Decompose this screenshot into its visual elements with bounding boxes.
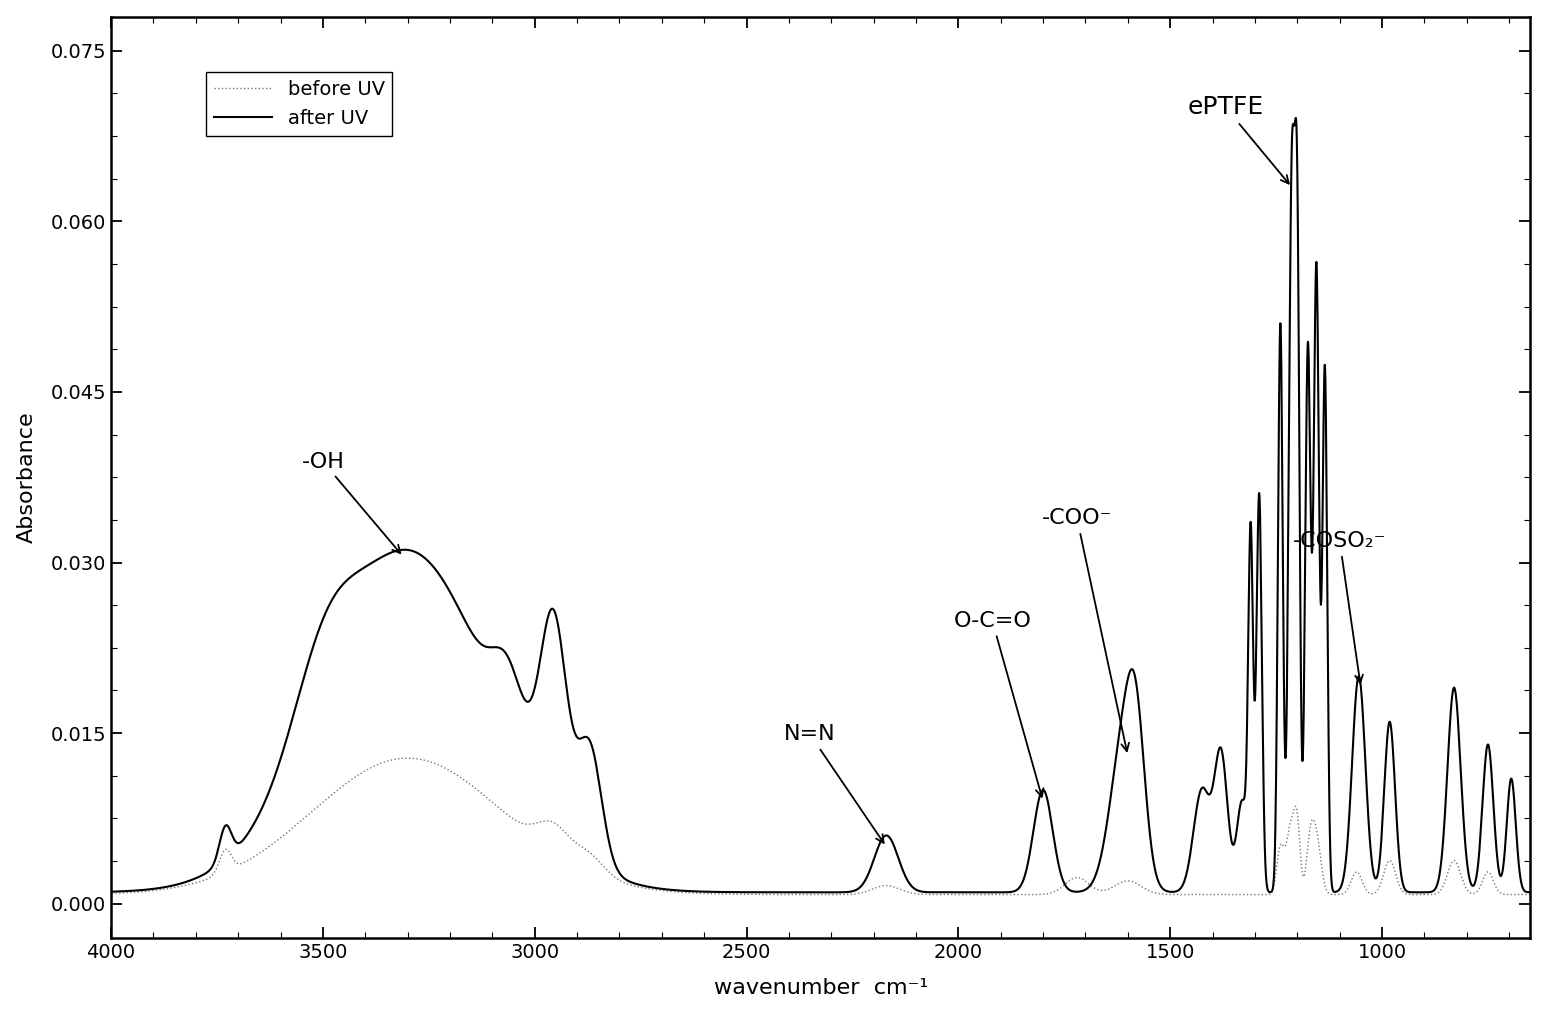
before UV — [398, 752, 416, 764]
after UV — [681, 885, 699, 897]
Line: after UV: after UV — [111, 118, 1530, 892]
before UV — [393, 752, 412, 764]
Text: -COO⁻: -COO⁻ — [1041, 509, 1129, 751]
after UV — [1007, 884, 1026, 896]
after UV — [469, 634, 487, 647]
before UV — [1521, 888, 1539, 900]
Text: O-C=O: O-C=O — [953, 611, 1043, 797]
Legend: before UV, after UV: before UV, after UV — [206, 72, 393, 136]
before UV — [1007, 888, 1026, 900]
Text: ePTFE: ePTFE — [1187, 95, 1289, 184]
before UV — [619, 878, 637, 890]
after UV — [967, 886, 985, 898]
before UV — [1450, 863, 1468, 875]
X-axis label: wavenumber  cm⁻¹: wavenumber cm⁻¹ — [713, 978, 928, 999]
after UV — [619, 875, 637, 887]
before UV — [102, 887, 121, 899]
Text: -OH: -OH — [302, 452, 401, 553]
after UV — [102, 885, 121, 897]
Text: N=N: N=N — [784, 725, 883, 842]
after UV — [1450, 732, 1468, 744]
after UV — [393, 544, 412, 556]
Y-axis label: Absorbance: Absorbance — [17, 411, 37, 543]
Line: before UV: before UV — [111, 758, 1530, 894]
after UV — [1287, 112, 1306, 124]
before UV — [469, 785, 487, 797]
before UV — [1239, 888, 1258, 900]
after UV — [1521, 886, 1539, 898]
Text: -COSO₂⁻: -COSO₂⁻ — [1293, 531, 1386, 683]
before UV — [681, 887, 699, 899]
